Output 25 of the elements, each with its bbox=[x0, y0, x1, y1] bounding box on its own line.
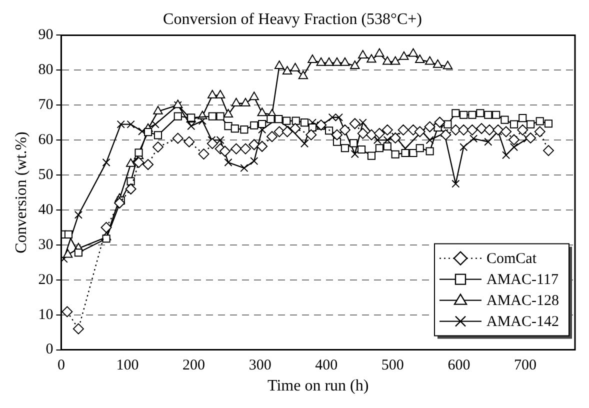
y-axis-title: Conversion (wt.%) bbox=[12, 132, 30, 254]
x-tick-label: 700 bbox=[514, 358, 537, 374]
legend-label: AMAC-142 bbox=[486, 314, 560, 330]
x-axis-title: Time on run (h) bbox=[268, 378, 369, 395]
y-tick-label: 60 bbox=[38, 132, 54, 148]
y-tick-label: 30 bbox=[38, 236, 54, 253]
chart-title: Conversion of Heavy Fraction (538°C+) bbox=[163, 10, 422, 28]
y-tick-label: 80 bbox=[38, 62, 54, 78]
y-tick-label: 40 bbox=[38, 202, 54, 218]
x-tick-label: 100 bbox=[116, 358, 139, 374]
y-tick-label: 20 bbox=[38, 272, 54, 288]
x-tick-label: 300 bbox=[248, 358, 272, 374]
y-tick-label: 0 bbox=[46, 342, 54, 358]
legend-label: ComCat bbox=[486, 251, 538, 268]
y-tick-label: 90 bbox=[38, 27, 54, 44]
x-tick-label: 500 bbox=[381, 358, 404, 374]
legend-label: AMAC-128 bbox=[486, 293, 560, 310]
y-tick-label: 70 bbox=[38, 97, 54, 114]
x-tick-label: 400 bbox=[315, 358, 338, 374]
y-tick-label: 10 bbox=[38, 306, 54, 323]
x-tick-label: 0 bbox=[57, 358, 65, 374]
x-tick-label: 600 bbox=[448, 358, 470, 374]
x-tick-label: 200 bbox=[182, 358, 206, 374]
legend-label: AMAC-117 bbox=[486, 272, 559, 288]
y-tick-label: 50 bbox=[38, 166, 54, 183]
